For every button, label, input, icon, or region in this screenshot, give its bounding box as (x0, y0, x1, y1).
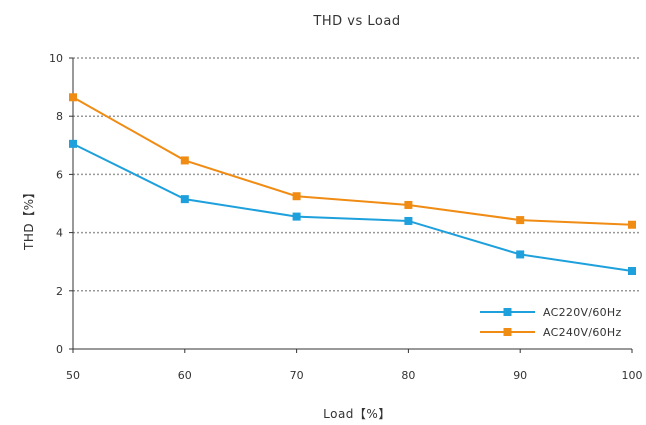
series-1-point-70 (292, 212, 301, 221)
x-axis-label: Load【%】 (323, 407, 391, 421)
y-tick-label-10: 10 (49, 52, 63, 65)
y-tick-label-2: 2 (56, 285, 63, 298)
x-tick-label-70: 70 (290, 369, 304, 382)
y-tick-label-6: 6 (56, 168, 63, 181)
x-tick-label-60: 60 (178, 369, 192, 382)
y-tick-label-4: 4 (56, 227, 63, 240)
series-1-point-90 (516, 250, 525, 259)
series-2-point-50 (69, 93, 77, 102)
chart-title: THD vs Load (312, 14, 400, 29)
axes (69, 57, 633, 353)
series-2-point-90 (516, 216, 525, 225)
series-2-point-80 (404, 200, 413, 209)
legend: AC220V/60Hz AC240V/60Hz (480, 306, 622, 339)
y-axis-label: THD【%】 (22, 186, 36, 251)
legend-label-2: AC240V/60Hz (543, 326, 622, 339)
y-tick-label-8: 8 (56, 110, 63, 123)
x-tick-labels: 50 60 70 80 90 100 (66, 369, 643, 382)
series-1-point-60 (180, 195, 189, 204)
y-tick-labels: 0 2 4 6 8 10 (49, 52, 63, 356)
grid-lines (73, 57, 640, 292)
series-1-point-50 (69, 139, 77, 148)
x-tick-label-80: 80 (401, 369, 415, 382)
x-tick-label-50: 50 (66, 369, 80, 382)
series-line-2 (72, 96, 633, 226)
series-2-point-60 (180, 156, 189, 165)
x-tick-label-100: 100 (622, 369, 643, 382)
x-tick-label-90: 90 (513, 369, 527, 382)
y-tick-label-0: 0 (56, 343, 63, 356)
series-1-point-80 (404, 216, 413, 225)
legend-marker-2 (503, 328, 512, 336)
series-1-point-100 (628, 267, 636, 276)
legend-marker-1 (503, 308, 512, 316)
series-line-1 (72, 142, 633, 273)
data-series (69, 93, 636, 276)
legend-label-1: AC220V/60Hz (543, 306, 622, 319)
series-2-point-70 (292, 192, 301, 201)
series-2-point-100 (628, 220, 636, 229)
